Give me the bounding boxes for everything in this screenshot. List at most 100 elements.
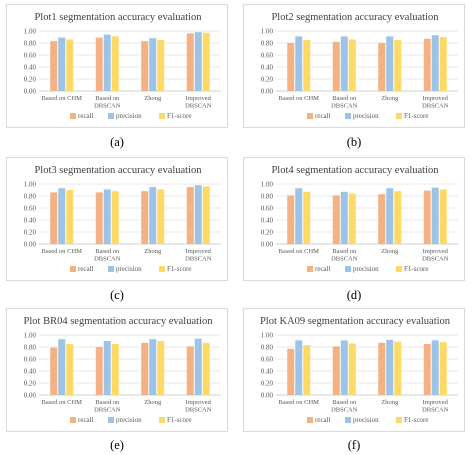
chart-title: Plot1 segmentation accuracy evaluation [34, 12, 202, 23]
x-tick-label: Zhong [381, 95, 399, 102]
y-tick-label: 1.00 [261, 332, 274, 340]
x-tick-label: Zhong [144, 248, 162, 255]
legend-swatch [108, 113, 114, 119]
bar-recall [332, 195, 340, 244]
y-tick-label: 0.20 [24, 380, 37, 388]
legend-label: recall [315, 416, 331, 424]
bar-recall [141, 342, 149, 395]
x-tick-label: Based on [95, 399, 120, 406]
bar-recall [95, 347, 103, 395]
bar-precision [340, 191, 348, 244]
bar-recall [423, 344, 431, 395]
x-tick-label: Based on [332, 95, 357, 102]
chart-frame: Plot4 segmentation accuracy evaluation 0.… [243, 157, 465, 281]
y-tick-label: 0.40 [261, 64, 274, 72]
bar-recall [287, 195, 295, 244]
chart-title: Plot BR04 segmentation accuracy evaluati… [24, 316, 214, 327]
x-tick-label: DBSCAN [422, 103, 449, 110]
bar-f1-score [439, 37, 447, 91]
y-tick-label: 1.00 [24, 28, 37, 36]
bar-precision [431, 35, 439, 91]
bar-f1-score [157, 40, 165, 91]
y-tick-label: 0.80 [261, 344, 274, 352]
legend-label: F1-score [404, 416, 429, 424]
legend-label: precision [353, 416, 379, 424]
y-tick-label: 0.00 [261, 241, 274, 249]
bar-precision [58, 188, 66, 244]
y-tick-label: 0.60 [261, 52, 274, 60]
legend-swatch [108, 266, 114, 272]
bar-f1-score [111, 191, 119, 244]
y-tick-label: 0.40 [261, 368, 274, 376]
y-tick-label: 0.00 [24, 392, 37, 400]
chart-frame: Plot1 segmentation accuracy evaluation 0.… [6, 4, 228, 128]
bar-f1-score [202, 186, 210, 244]
x-tick-label: Improved [423, 95, 449, 102]
x-tick-label: DBSCAN [422, 407, 449, 414]
panel-label: (a) [110, 135, 124, 149]
chart-title: Plot KA09 segmentation accuracy evaluati… [260, 316, 451, 327]
bar-f1-score [348, 193, 356, 244]
y-tick-label: 0.60 [24, 52, 37, 60]
x-tick-label: Based on [332, 248, 357, 255]
bar-f1-score [348, 39, 356, 91]
y-tick-label: 0.60 [24, 205, 37, 213]
bar-recall [50, 347, 58, 395]
bar-recall [95, 192, 103, 244]
bar-f1-score [66, 39, 74, 91]
legend-label: precision [116, 416, 142, 424]
bar-f1-score [303, 40, 311, 91]
legend-label: precision [116, 265, 142, 273]
bar-precision [58, 37, 66, 91]
bar-f1-score [202, 32, 210, 91]
bar-precision [386, 339, 394, 395]
bar-precision [431, 187, 439, 244]
bar-chart-svg: Plot4 segmentation accuracy evaluation 0.… [261, 165, 458, 273]
x-tick-label: Improved [423, 399, 449, 406]
bar-recall [141, 41, 149, 91]
panel-label: (b) [346, 135, 362, 149]
chart-frame: Plot3 segmentation accuracy evaluation 0.… [6, 157, 228, 281]
bar-recall [95, 37, 103, 91]
x-tick-label: DBSCAN [94, 256, 121, 263]
x-tick-label: DBSCAN [331, 256, 358, 263]
legend-label: F1-score [167, 265, 192, 273]
bar-f1-score [66, 190, 74, 244]
y-tick-label: 1.00 [261, 181, 274, 189]
bar-precision [103, 34, 111, 91]
x-tick-label: Based on [95, 248, 120, 255]
bar-precision [431, 340, 439, 395]
x-tick-label: DBSCAN [422, 256, 449, 263]
legend-swatch [345, 266, 351, 272]
y-tick-label: 0.40 [24, 217, 37, 225]
bar-precision [295, 340, 303, 395]
legend-label: precision [116, 112, 142, 120]
bar-precision [103, 189, 111, 244]
bar-precision [340, 36, 348, 91]
x-tick-label: DBSCAN [185, 256, 212, 263]
bar-f1-score [439, 342, 447, 395]
bar-chart-svg: Plot1 segmentation accuracy evaluation 0.… [24, 12, 221, 120]
x-tick-label: Based on CHM [42, 248, 83, 255]
bar-precision [295, 36, 303, 91]
legend-label: recall [315, 265, 331, 273]
bar-recall [332, 41, 340, 91]
y-tick-label: 0.60 [24, 356, 37, 364]
bar-recall [378, 342, 386, 395]
legend-swatch [345, 417, 351, 423]
chart-title: Plot2 segmentation accuracy evaluation [271, 12, 439, 23]
legend-label: recall [315, 112, 331, 120]
legend-swatch [345, 113, 351, 119]
x-tick-label: Improved [186, 95, 212, 102]
x-tick-label: Based on CHM [279, 248, 320, 255]
bar-precision [149, 339, 157, 395]
panel-label: (f) [347, 438, 361, 452]
y-tick-label: 1.00 [261, 28, 274, 36]
chart-frame: Plot KA09 segmentation accuracy evaluati… [243, 308, 465, 432]
x-tick-label: Improved [186, 248, 212, 255]
x-tick-label: Based on CHM [42, 399, 83, 406]
bar-precision [295, 188, 303, 244]
y-tick-label: 0.00 [261, 392, 274, 400]
bar-chart-svg: Plot2 segmentation accuracy evaluation 0.… [261, 12, 458, 120]
y-tick-label: 0.80 [261, 40, 274, 48]
